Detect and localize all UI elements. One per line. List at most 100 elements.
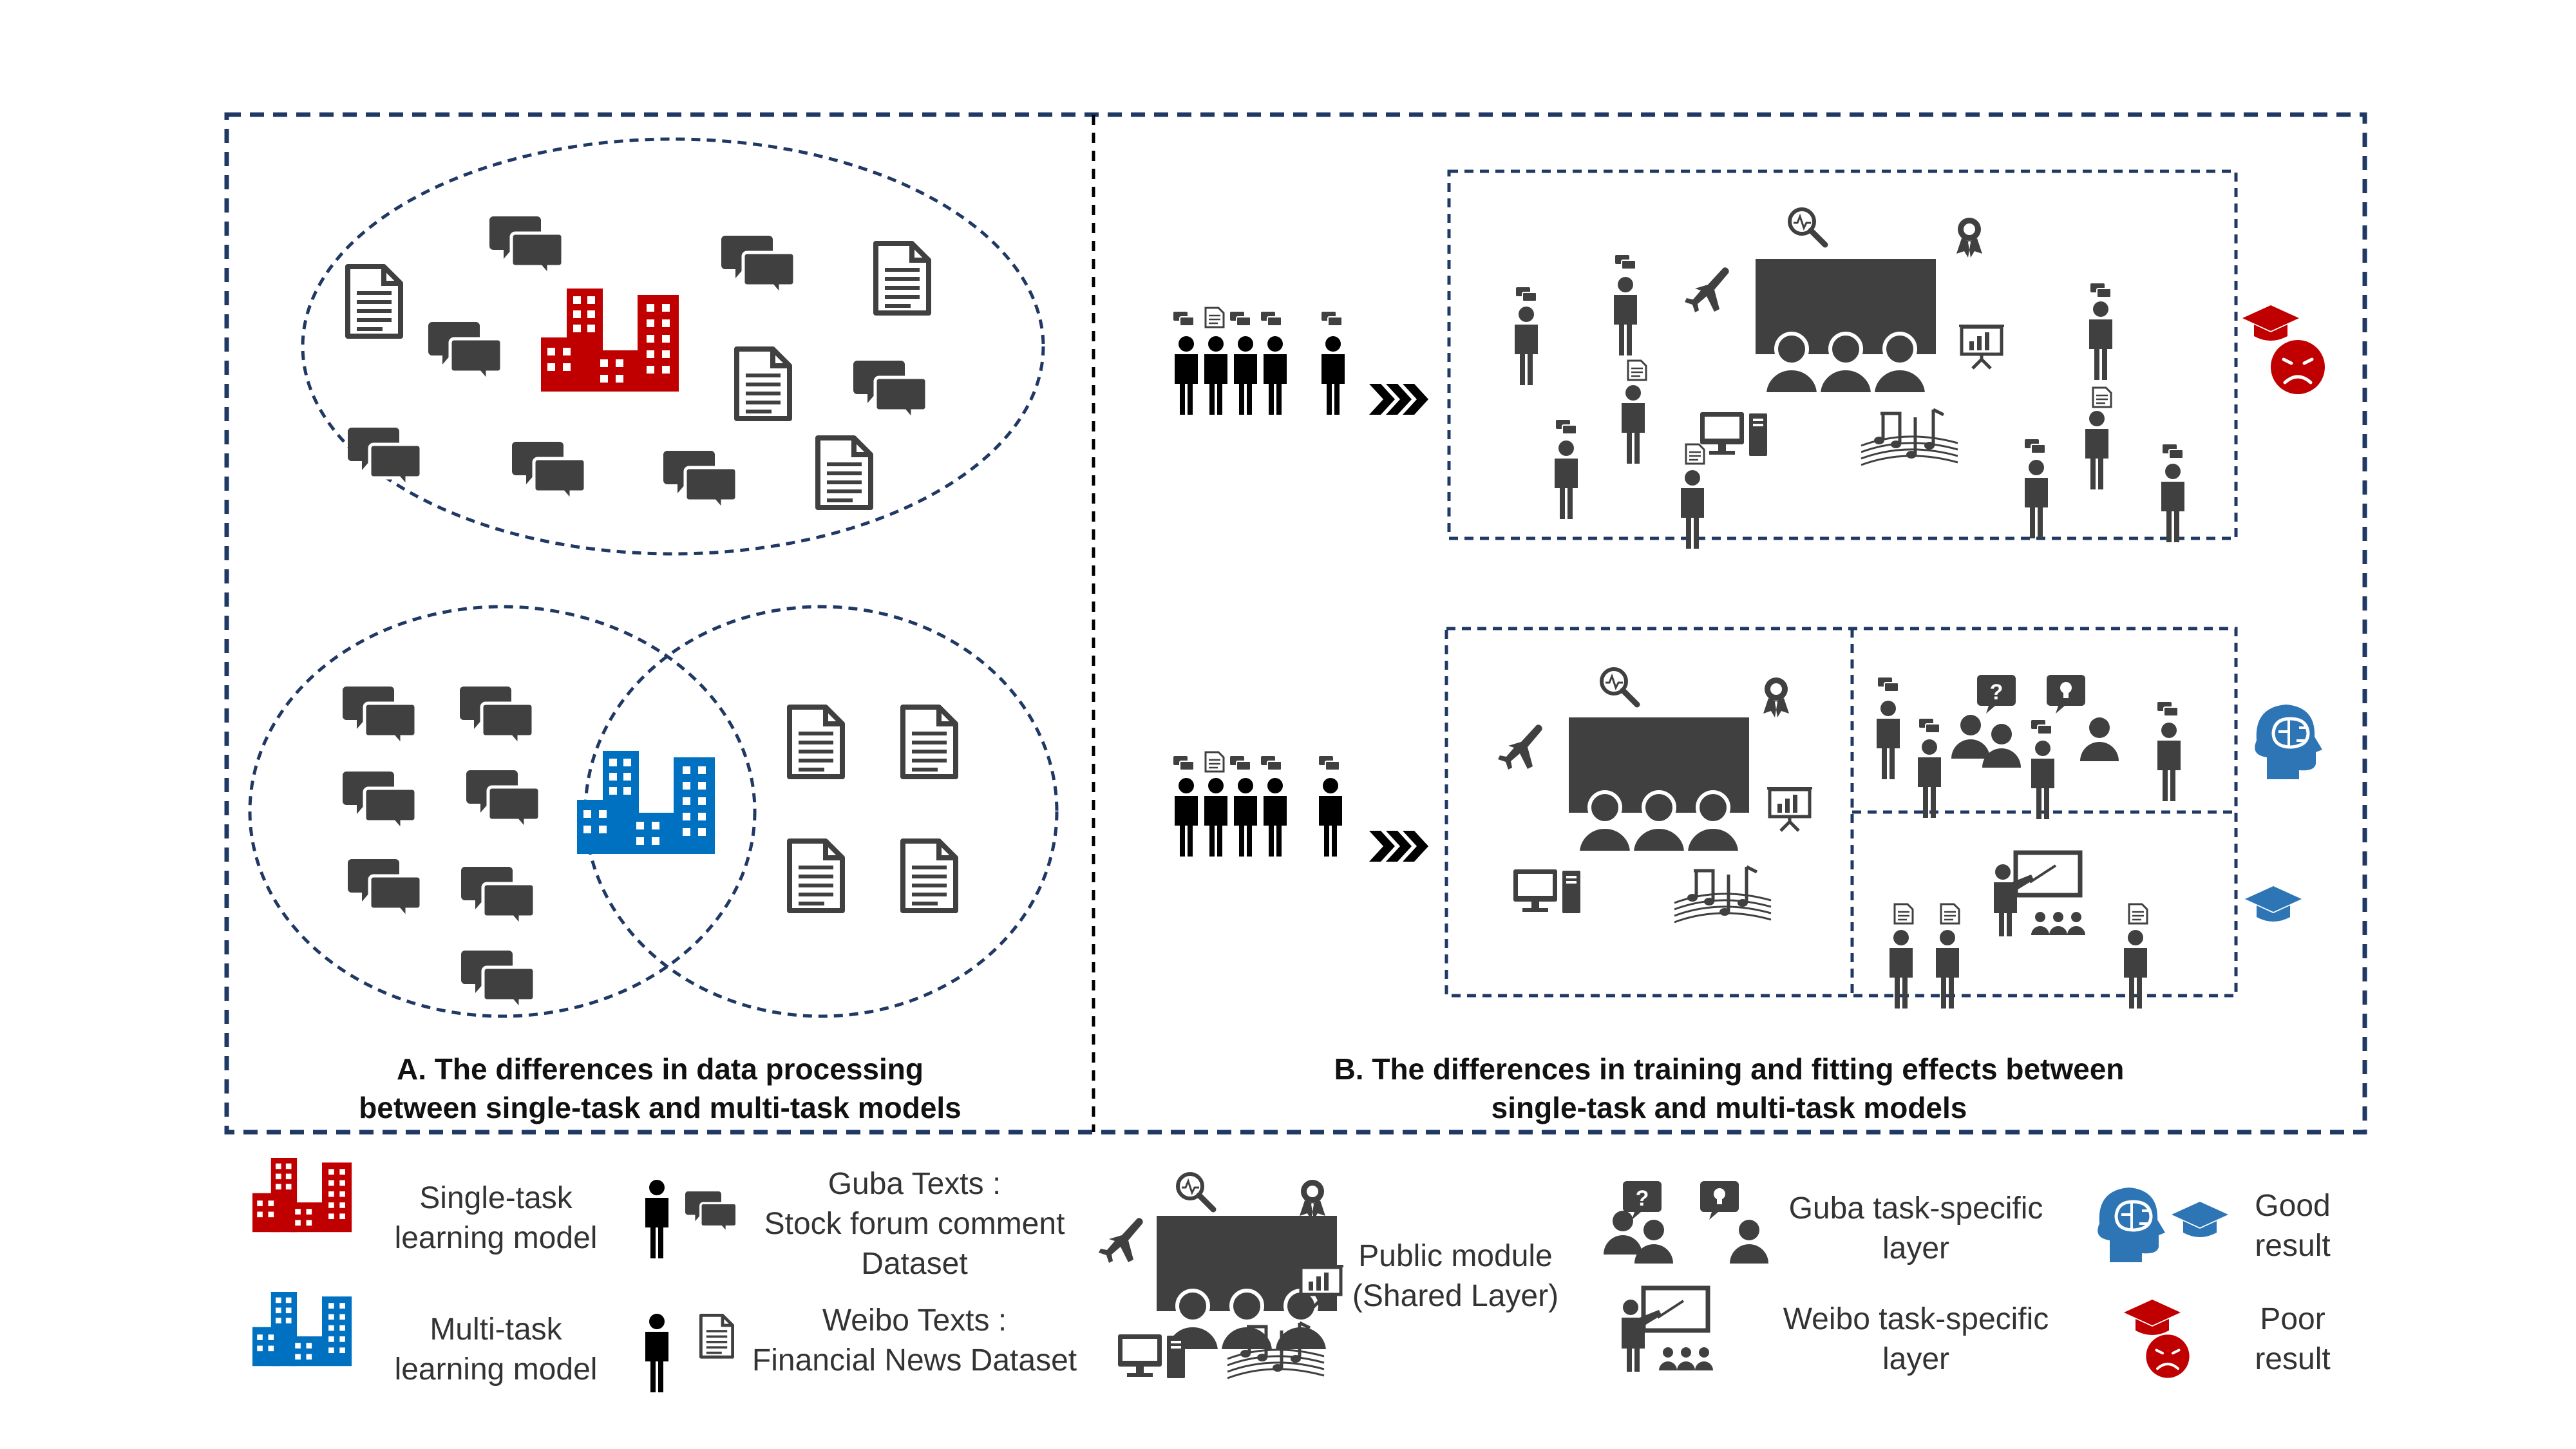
legend-weibo-line2: Financial News Dataset bbox=[752, 1343, 1077, 1378]
chevron-arrows-icon bbox=[1369, 384, 1428, 415]
person-icon bbox=[645, 1314, 668, 1392]
teacher-icon bbox=[1994, 853, 2085, 936]
legend-multi-task-line2: learning model bbox=[394, 1352, 598, 1387]
weibo-layer-people bbox=[1889, 903, 2148, 1009]
legend-poor-result: Poor result bbox=[2228, 1300, 2357, 1379]
legend-public-module: Public module (Shared Layer) bbox=[1340, 1236, 1571, 1316]
teacher-icon bbox=[1622, 1288, 1713, 1372]
chat-bubbles-icon bbox=[461, 951, 535, 1010]
chat-bubbles-icon bbox=[348, 428, 421, 487]
award-icon bbox=[1956, 218, 1982, 258]
single-task-building-icon bbox=[541, 289, 679, 392]
chat-bubbles-icon bbox=[466, 770, 540, 829]
input-crowd-top bbox=[1173, 307, 1345, 415]
document-icon bbox=[348, 267, 401, 336]
chat-bubbles-icon bbox=[512, 442, 585, 501]
weibo-data-ellipse bbox=[583, 605, 1059, 1018]
chat-bubbles-icon bbox=[343, 772, 416, 831]
legend-guba-line3: Dataset bbox=[861, 1247, 968, 1281]
outer-frame bbox=[224, 112, 2367, 1135]
chat-bubbles-icon bbox=[684, 1190, 738, 1235]
multi-task-training-box bbox=[1444, 627, 2238, 998]
input-crowd-bottom bbox=[1173, 751, 1342, 857]
chat-bubbles-icon bbox=[343, 687, 416, 746]
legend-multi-task-line1: Multi-task bbox=[430, 1312, 562, 1347]
brain-head-icon bbox=[2255, 705, 2322, 779]
document-icon bbox=[903, 841, 956, 911]
computer-icon bbox=[1118, 1334, 1185, 1378]
caption-b-line1: B. The differences in training and fitti… bbox=[1334, 1052, 2125, 1086]
chat-bubbles-icon bbox=[348, 859, 421, 918]
question-bubble-icon bbox=[1977, 675, 2016, 714]
document-icon bbox=[790, 707, 842, 777]
magnifier-icon bbox=[1602, 669, 1637, 705]
document-icon bbox=[876, 243, 929, 313]
classroom-icon bbox=[1569, 717, 1749, 853]
legend-single-task-line2: learning model bbox=[394, 1221, 598, 1255]
presentation-icon bbox=[1767, 787, 1812, 831]
legend-public-line1: Public module bbox=[1358, 1239, 1553, 1273]
chat-bubbles-icon bbox=[460, 687, 533, 746]
classroom-icon bbox=[1756, 259, 1936, 394]
caption-b-line2: single-task and multi-task models bbox=[1491, 1091, 1967, 1124]
airplane-icon bbox=[1685, 267, 1729, 312]
airplane-icon bbox=[1498, 724, 1542, 770]
legend-single-task: Single-task learning model bbox=[380, 1179, 612, 1258]
chevron-arrows-icon bbox=[1369, 831, 1428, 862]
legend-multi-task: Multi-task learning model bbox=[380, 1310, 612, 1390]
sad-face-icon bbox=[2271, 340, 2325, 394]
legend-guba-layer-line2: layer bbox=[1882, 1231, 1950, 1265]
chat-bubbles-icon bbox=[461, 867, 535, 926]
document-icon bbox=[701, 1315, 732, 1357]
chat-bubbles-icon bbox=[721, 236, 795, 295]
magnifier-icon bbox=[1790, 209, 1825, 245]
legend-weibo-line1: Weibo Texts : bbox=[822, 1303, 1007, 1338]
guba-layer-legend-icon bbox=[1604, 1211, 1768, 1264]
award-icon bbox=[1763, 677, 1789, 717]
legend-guba-line2: Stock forum comment bbox=[764, 1207, 1065, 1241]
legend-good-line1: Good bbox=[2255, 1189, 2331, 1223]
presentation-icon bbox=[1959, 325, 2004, 368]
panel-a bbox=[248, 137, 1059, 1018]
legend-guba-layer: Guba task-specific layer bbox=[1765, 1189, 2067, 1269]
airplane-icon bbox=[1099, 1218, 1143, 1263]
chat-bubbles-icon bbox=[428, 322, 502, 381]
music-notes-icon bbox=[1674, 867, 1771, 922]
legend-weibo-layer-line1: Weibo task-specific bbox=[1783, 1302, 2049, 1336]
music-notes-icon bbox=[1861, 410, 1958, 465]
legend-guba-line1: Guba Texts : bbox=[828, 1167, 1001, 1201]
person-icon bbox=[645, 1180, 668, 1258]
idea-bubble-icon bbox=[1700, 1181, 1739, 1220]
graduation-cap-icon bbox=[2245, 886, 2302, 922]
award-icon bbox=[1300, 1180, 1325, 1220]
magnifier-icon bbox=[1178, 1174, 1213, 1209]
document-icon bbox=[737, 349, 790, 419]
legend-weibo-layer-line2: layer bbox=[1882, 1342, 1950, 1376]
legend-weibo-texts: Weibo Texts : Financial News Dataset bbox=[741, 1301, 1088, 1381]
legend-good-result: Good result bbox=[2228, 1186, 2357, 1266]
document-icon bbox=[790, 841, 842, 911]
caption-b: B. The differences in training and fitti… bbox=[1101, 1050, 2357, 1127]
panel-b bbox=[1173, 169, 2325, 1009]
chat-bubbles-icon bbox=[663, 451, 737, 510]
multi-task-building-icon bbox=[252, 1292, 352, 1367]
legend-weibo-layer: Weibo task-specific layer bbox=[1765, 1300, 2067, 1379]
legend-single-task-line1: Single-task bbox=[419, 1181, 573, 1215]
computer-icon bbox=[1513, 869, 1580, 913]
graduation-cap-icon bbox=[2124, 1300, 2181, 1335]
caption-a: A. The differences in data processing be… bbox=[232, 1050, 1088, 1127]
guba-layer-people bbox=[1877, 677, 2181, 819]
chat-bubbles-icon bbox=[489, 216, 563, 276]
legend-poor-line2: result bbox=[2255, 1342, 2331, 1376]
multi-task-building-icon bbox=[577, 751, 715, 854]
computer-icon bbox=[1700, 412, 1767, 456]
legend-good-line2: result bbox=[2255, 1229, 2331, 1263]
legend-public-line2: (Shared Layer) bbox=[1352, 1279, 1559, 1313]
chat-bubbles-icon bbox=[853, 361, 927, 420]
legend-guba-texts: Guba Texts : Stock forum comment Dataset bbox=[747, 1164, 1082, 1284]
legend-poor-line1: Poor bbox=[2260, 1302, 2325, 1336]
caption-a-line2: between single-task and multi-task model… bbox=[359, 1091, 961, 1124]
single-task-data-ellipse bbox=[301, 137, 1045, 556]
